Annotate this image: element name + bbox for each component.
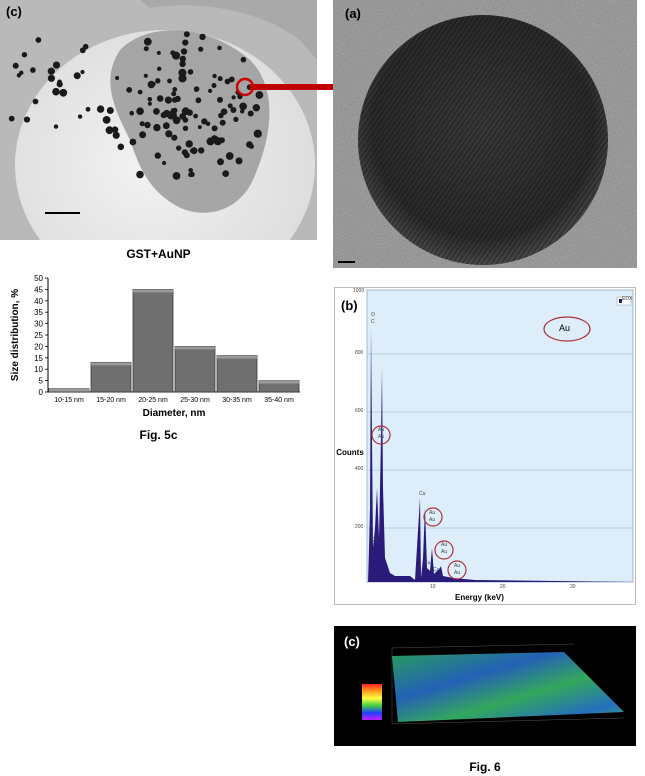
element-label: Au: [559, 323, 571, 333]
color-scale: [362, 684, 382, 720]
panel-label: (a): [345, 6, 361, 21]
y-tick: 600: [355, 408, 364, 414]
y-tick-label: 20: [34, 342, 43, 351]
peak-label: Cu: [419, 491, 426, 497]
peak-label: Au: [429, 517, 436, 523]
afm-surface: [362, 643, 625, 725]
bar-highlight: [133, 289, 173, 293]
x-tick-label: 20-25 nm: [138, 397, 168, 404]
bar-highlight: [91, 362, 131, 366]
x-tick-label: 10-15 nm: [54, 397, 84, 404]
eds-plot: [366, 289, 634, 583]
panel-label: (b): [341, 298, 358, 313]
au-callout: [543, 316, 591, 342]
y-tick-label: 35: [34, 308, 43, 317]
afm-3d-image: (c): [334, 626, 636, 746]
y-axis-label: Size distribution, %: [10, 289, 21, 381]
y-tick-label: 45: [34, 285, 43, 294]
fig5-caption: Fig. 5c: [139, 428, 178, 442]
hrtem-image: (a): [333, 0, 637, 268]
x-tick: 10: [430, 584, 436, 590]
peak-label: Cu: [424, 560, 431, 566]
bar-highlight: [175, 346, 215, 350]
peak-label: Au: [378, 434, 385, 440]
tem-micrograph: [0, 0, 317, 240]
nanoparticle-cluster: [110, 30, 270, 213]
tem-image: (c): [0, 0, 317, 240]
panel-label: (c): [6, 4, 22, 19]
y-tick-label: 15: [34, 354, 43, 363]
fig6-caption: Fig. 6: [469, 760, 501, 774]
y-tick-label: 50: [34, 274, 43, 283]
x-axis-label: Diameter, nm: [143, 408, 206, 418]
x-tick-label: 30-35 nm: [222, 397, 252, 404]
x-tick: 20: [500, 584, 506, 590]
y-tick-label: 10: [34, 365, 43, 374]
bar: [174, 346, 216, 393]
x-tick-label: 35-40 nm: [264, 397, 294, 404]
y-tick-label: 40: [34, 297, 43, 306]
peak-label: O: [371, 312, 375, 318]
x-tick-label: 25-30 nm: [180, 397, 210, 404]
x-axis-label: Energy (keV): [455, 593, 504, 602]
y-axis-label: Counts: [336, 448, 364, 457]
peak-label: Cu: [371, 537, 378, 543]
size-distribution-chart: 0 5 10 15 20 25 30 35 40 45 50 10-15 nm 15-20 nm 20-2…: [10, 274, 300, 418]
legend-label: EDX: [622, 296, 633, 302]
peak-label: Au: [454, 563, 461, 569]
y-tick-label: 30: [34, 320, 43, 329]
tem-caption: GST+AuNP: [126, 247, 191, 261]
y-tick: 400: [355, 466, 364, 472]
peak-label: Au: [441, 542, 448, 548]
peak-label: C: [371, 319, 375, 325]
peak-label: Au: [378, 427, 385, 433]
x-tick: 30: [570, 584, 576, 590]
peak-highlights: [371, 425, 467, 580]
y-tick-label: 5: [39, 377, 44, 386]
bar: [216, 355, 258, 393]
peak-label: Cu: [433, 567, 440, 573]
bar: [132, 288, 174, 393]
surface-map: [392, 652, 624, 722]
bar-highlight: [259, 380, 299, 384]
panel-label: (c): [344, 634, 360, 649]
peak-label: Au: [441, 549, 448, 555]
y-tick: 800: [355, 350, 364, 356]
bar-highlight: [49, 388, 89, 392]
y-tick: 1000: [353, 288, 365, 294]
peak-label: Au: [454, 570, 461, 576]
y-tick-label: 0: [39, 388, 44, 397]
bar-highlight: [217, 355, 257, 359]
peak-label: Au: [429, 510, 436, 516]
bar: [90, 361, 132, 393]
hrtem-micrograph: [333, 0, 637, 268]
y-tick-label: 25: [34, 331, 43, 340]
eds-spectrum: (b) EDX Au 1000 800 600 400 200 10 20 30…: [334, 287, 636, 605]
x-tick-label: 15-20 nm: [96, 397, 126, 404]
nanoparticles: [8, 31, 264, 180]
y-tick: 200: [355, 524, 364, 530]
